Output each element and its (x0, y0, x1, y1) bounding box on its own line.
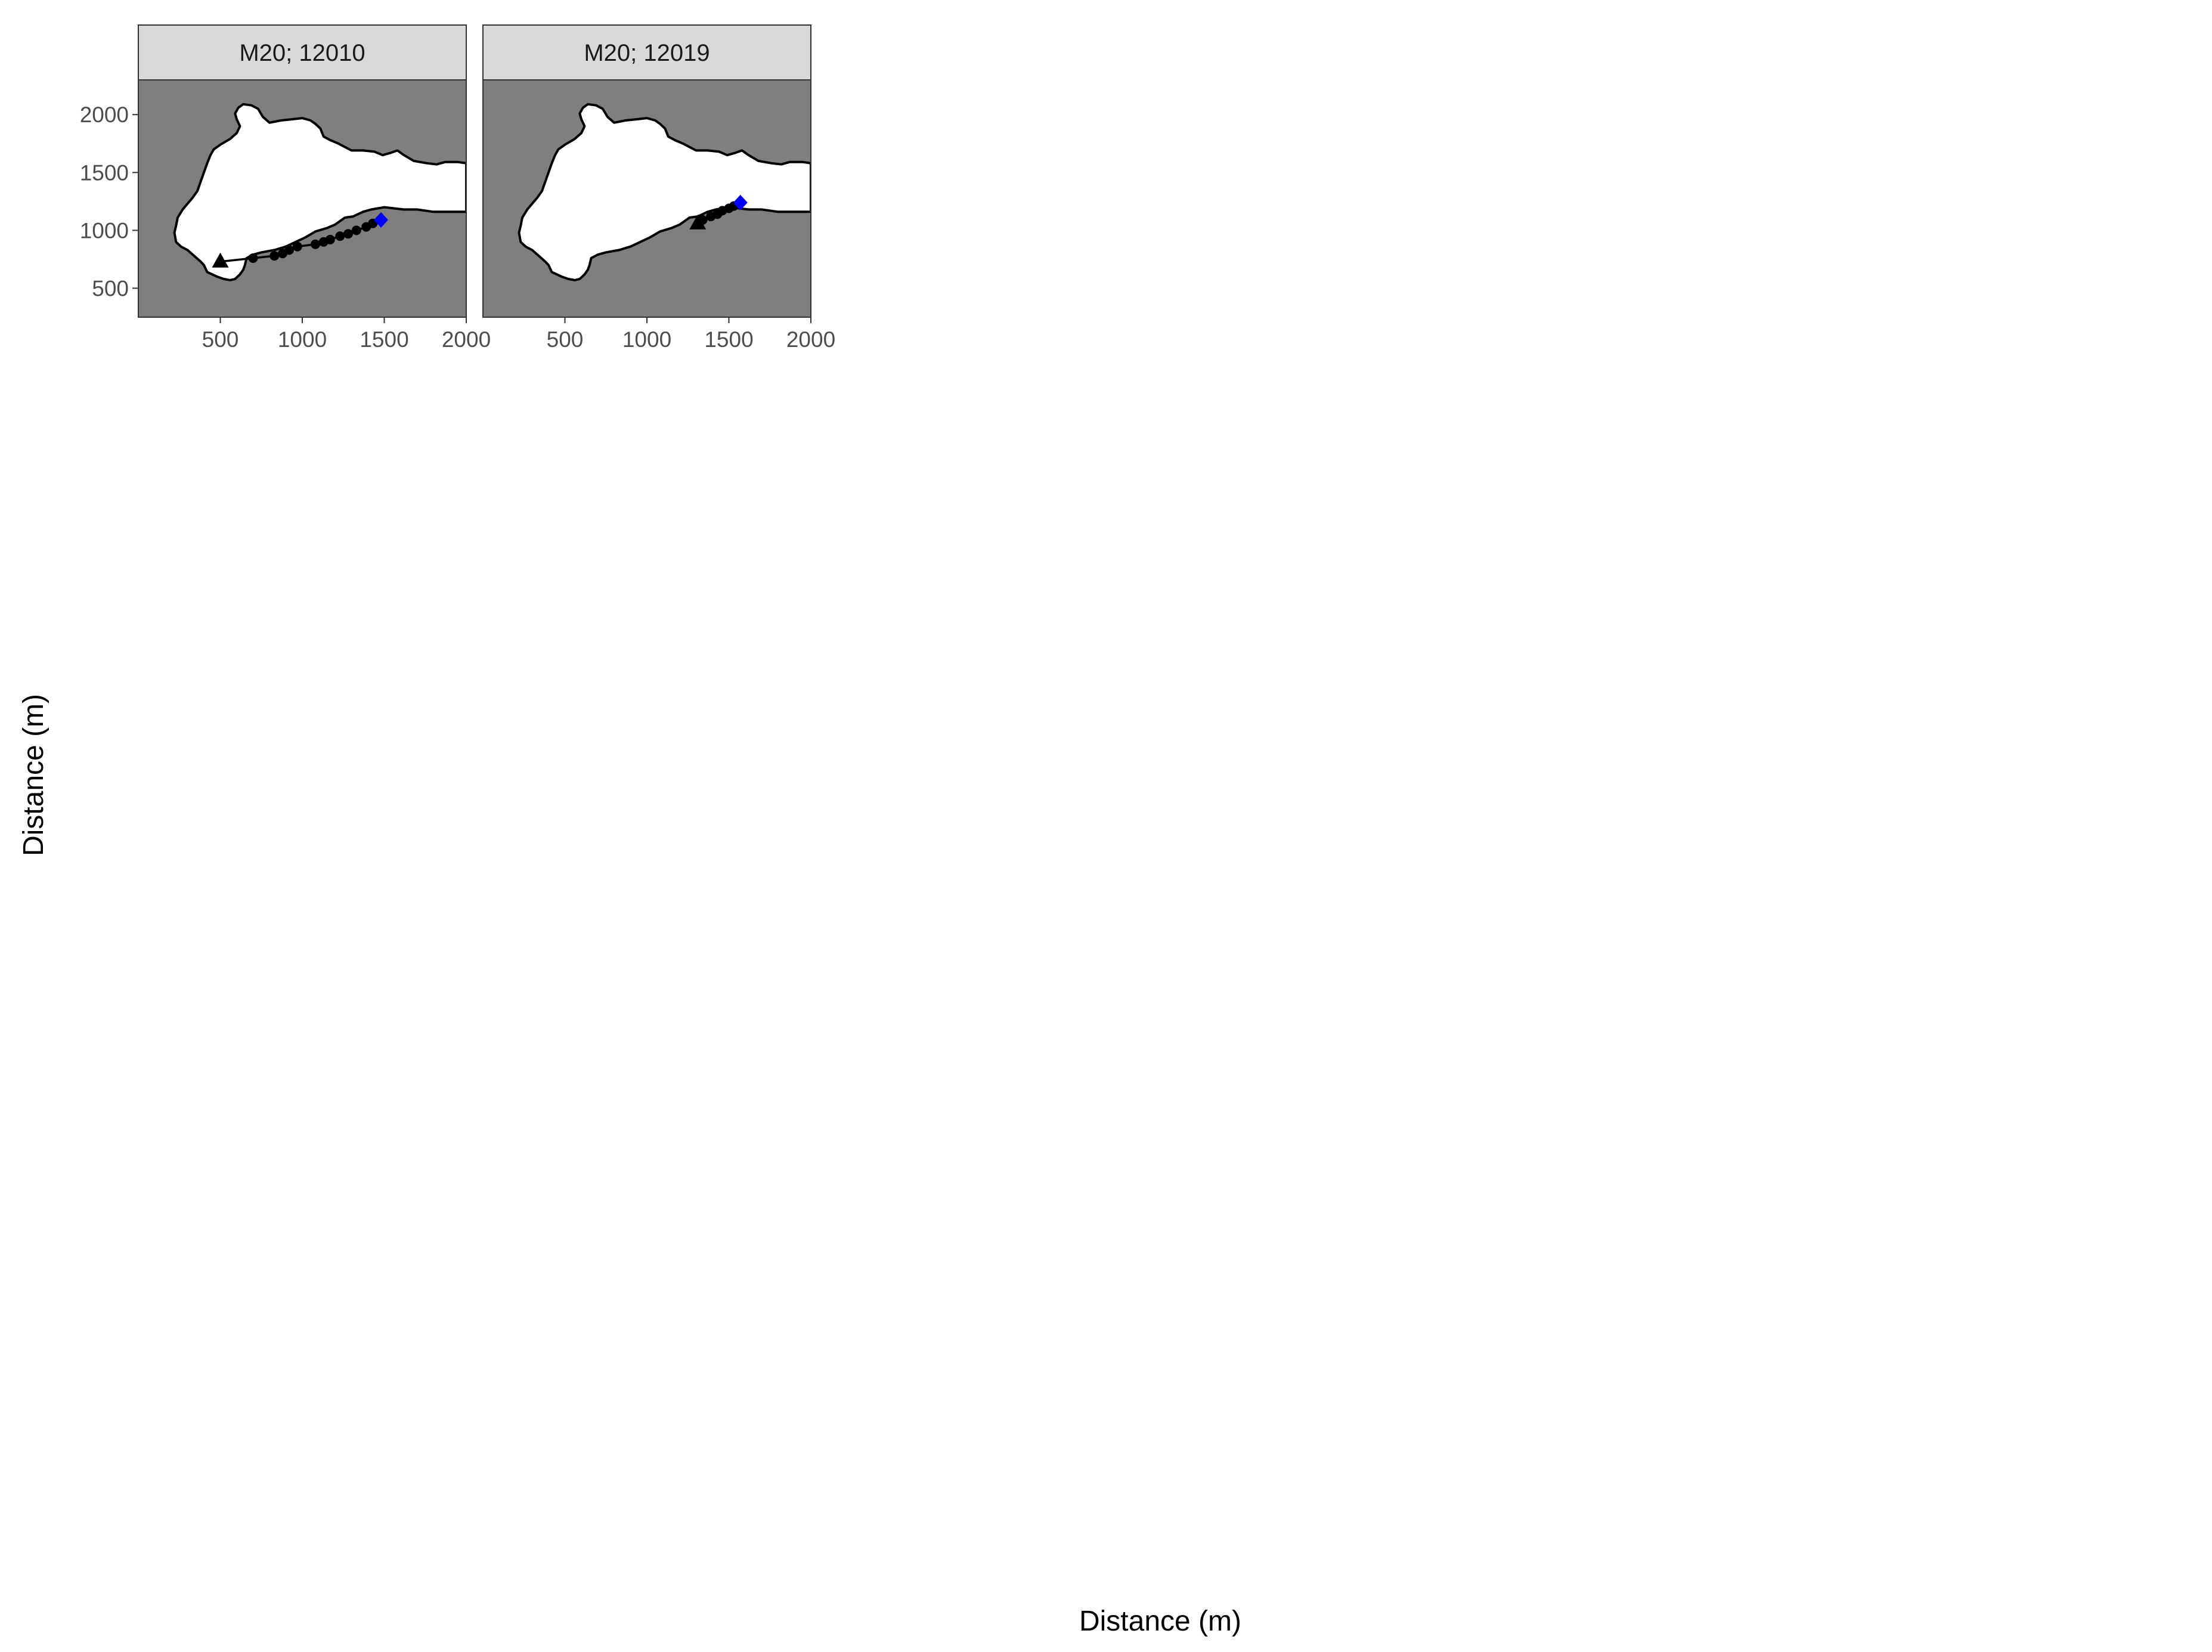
y-tick-label: 500 (92, 276, 129, 300)
relocation-point (698, 215, 708, 225)
facet-panels: M20; 12010 M20; 12019 (138, 24, 811, 318)
y-tick-label: 1500 (80, 160, 129, 185)
y-axis-tick-labels: 500 1000 1500 2000 (80, 103, 138, 300)
x-tick-label: 1000 (622, 327, 671, 352)
start-marker (689, 214, 707, 230)
y-tick-label: 2000 (80, 103, 129, 127)
facet-strip-label: M20; 12019 (584, 40, 710, 66)
x-axis-title: Distance (m) (1079, 1605, 1241, 1637)
y-tick-label: 1000 (80, 218, 129, 243)
land-outline (173, 103, 466, 281)
x-tick-label: 500 (202, 327, 239, 352)
facet-panel: M20; 12019 (482, 24, 811, 318)
relocation-point (292, 241, 302, 252)
relocation-point (248, 253, 258, 263)
x-tick-label: 500 (547, 327, 584, 352)
x-tick-label: 1500 (360, 327, 408, 352)
relocation-point (351, 225, 361, 235)
land-outline (518, 103, 811, 281)
relocation-point (269, 251, 280, 261)
relocation-point (284, 245, 294, 255)
x-tick-label: 2000 (442, 327, 491, 352)
relocation-point (343, 229, 353, 239)
facet-strip (482, 24, 811, 80)
x-tick-label: 1000 (278, 327, 327, 352)
relocation-point (311, 239, 320, 249)
x-tick-label: 2000 (786, 327, 835, 352)
facet-panel: M20; 12010 (138, 24, 467, 318)
x-axis-tick-labels: 500 1000 1500 2000 500 1000 1500 2000 (202, 317, 835, 352)
facet-strip-label: M20; 12010 (239, 40, 365, 66)
relocation-point (325, 234, 335, 244)
end-marker (374, 212, 388, 228)
y-axis-title: Distance (m) (18, 694, 49, 856)
x-tick-label: 1500 (704, 327, 753, 352)
end-marker (733, 194, 748, 210)
start-marker (212, 252, 229, 268)
facet-strip (138, 24, 467, 80)
relocation-point (335, 231, 345, 241)
